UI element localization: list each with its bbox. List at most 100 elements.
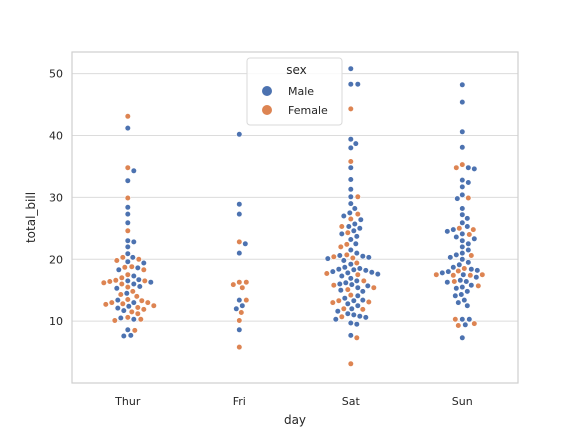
data-point-female (119, 300, 126, 307)
legend-label-male: Male (288, 85, 314, 98)
data-point-female (124, 314, 131, 321)
data-point-male (124, 243, 131, 250)
data-point-male (124, 250, 131, 257)
data-point-male (136, 283, 143, 290)
data-point-female (131, 327, 138, 334)
data-point-female (137, 316, 144, 323)
data-point-female (468, 252, 475, 259)
data-point-female (453, 164, 460, 171)
data-point-male (236, 250, 243, 257)
data-point-male (447, 254, 454, 261)
data-point-male (124, 277, 131, 285)
data-point-male (454, 195, 461, 202)
data-point-male (452, 292, 459, 299)
data-point-male (236, 326, 243, 333)
x-tick-label: Thur (114, 395, 141, 408)
data-point-male (353, 250, 360, 257)
data-point-male (124, 211, 131, 218)
data-point-female (118, 274, 125, 281)
data-point-male (465, 259, 472, 266)
data-point-male (130, 280, 137, 288)
data-point-male (347, 144, 354, 151)
data-point-female (347, 292, 354, 299)
data-point-female (354, 193, 361, 200)
data-point-male (341, 295, 348, 302)
data-point-male (239, 302, 246, 309)
data-point-female (330, 282, 337, 289)
data-point-male (356, 313, 363, 320)
data-point-female (349, 254, 356, 262)
data-point-female (359, 306, 366, 313)
data-point-male (459, 256, 466, 263)
data-point-male (347, 246, 354, 254)
data-point-female (239, 284, 246, 291)
data-point-male (347, 200, 354, 207)
data-point-male (337, 287, 344, 294)
data-point-male (474, 267, 481, 274)
data-point-male (347, 164, 354, 171)
data-point-female (124, 296, 131, 303)
data-point-male (130, 299, 137, 306)
data-point-female (134, 304, 141, 311)
data-point-female (450, 272, 457, 279)
data-point-female (456, 225, 463, 232)
data-point-female (465, 194, 472, 202)
data-point-male (459, 177, 466, 184)
data-point-male (354, 284, 361, 291)
data-point-male (351, 205, 358, 212)
data-point-male (134, 264, 141, 272)
data-point-female (353, 259, 360, 267)
data-point-female (455, 322, 462, 329)
data-point-male (459, 191, 466, 198)
data-point-female (452, 316, 459, 323)
data-point-male (459, 334, 466, 341)
data-point-male (354, 292, 361, 299)
data-point-female (108, 299, 115, 306)
data-point-female (124, 194, 131, 202)
data-point-male (444, 279, 451, 286)
data-point-female (475, 282, 482, 290)
legend-items: Male Female (262, 85, 328, 117)
data-point-female (118, 280, 125, 288)
data-point-male (457, 277, 464, 284)
data-point-male (125, 303, 132, 310)
data-point-male (471, 235, 478, 242)
data-point-male (335, 266, 342, 273)
data-point-male (444, 228, 451, 235)
data-point-female (230, 281, 237, 288)
data-point-male (458, 291, 465, 298)
data-point-male (465, 246, 472, 254)
data-point-male (338, 230, 345, 237)
data-point-male (236, 131, 243, 138)
data-point-male (456, 261, 463, 268)
data-point-male (364, 282, 371, 290)
data-point-female (124, 113, 131, 120)
data-point-female (238, 309, 245, 316)
data-point-male (461, 297, 468, 304)
data-point-female (335, 297, 342, 304)
data-point-female (138, 297, 145, 304)
data-point-female (471, 320, 478, 327)
legend-label-female: Female (288, 104, 328, 117)
data-point-male (350, 266, 357, 273)
data-point-male (352, 240, 359, 247)
data-point-female (337, 243, 344, 250)
x-tick-label: Fri (233, 395, 246, 408)
data-point-female (128, 263, 135, 270)
x-tick-label: Sun (452, 395, 473, 408)
data-point-male (135, 276, 142, 283)
data-point-female (461, 265, 468, 272)
data-point-male (346, 209, 353, 216)
data-point-female (353, 334, 360, 341)
data-point-male (445, 268, 452, 275)
data-point-male (336, 280, 343, 288)
legend-title: sex (286, 63, 307, 77)
data-point-male (465, 164, 472, 171)
data-point-male (347, 261, 354, 268)
data-point-male (236, 297, 243, 304)
data-point-female (459, 161, 466, 168)
data-point-male (473, 274, 480, 281)
data-point-male (453, 251, 460, 258)
data-point-male (464, 288, 471, 295)
data-point-male (459, 284, 466, 291)
